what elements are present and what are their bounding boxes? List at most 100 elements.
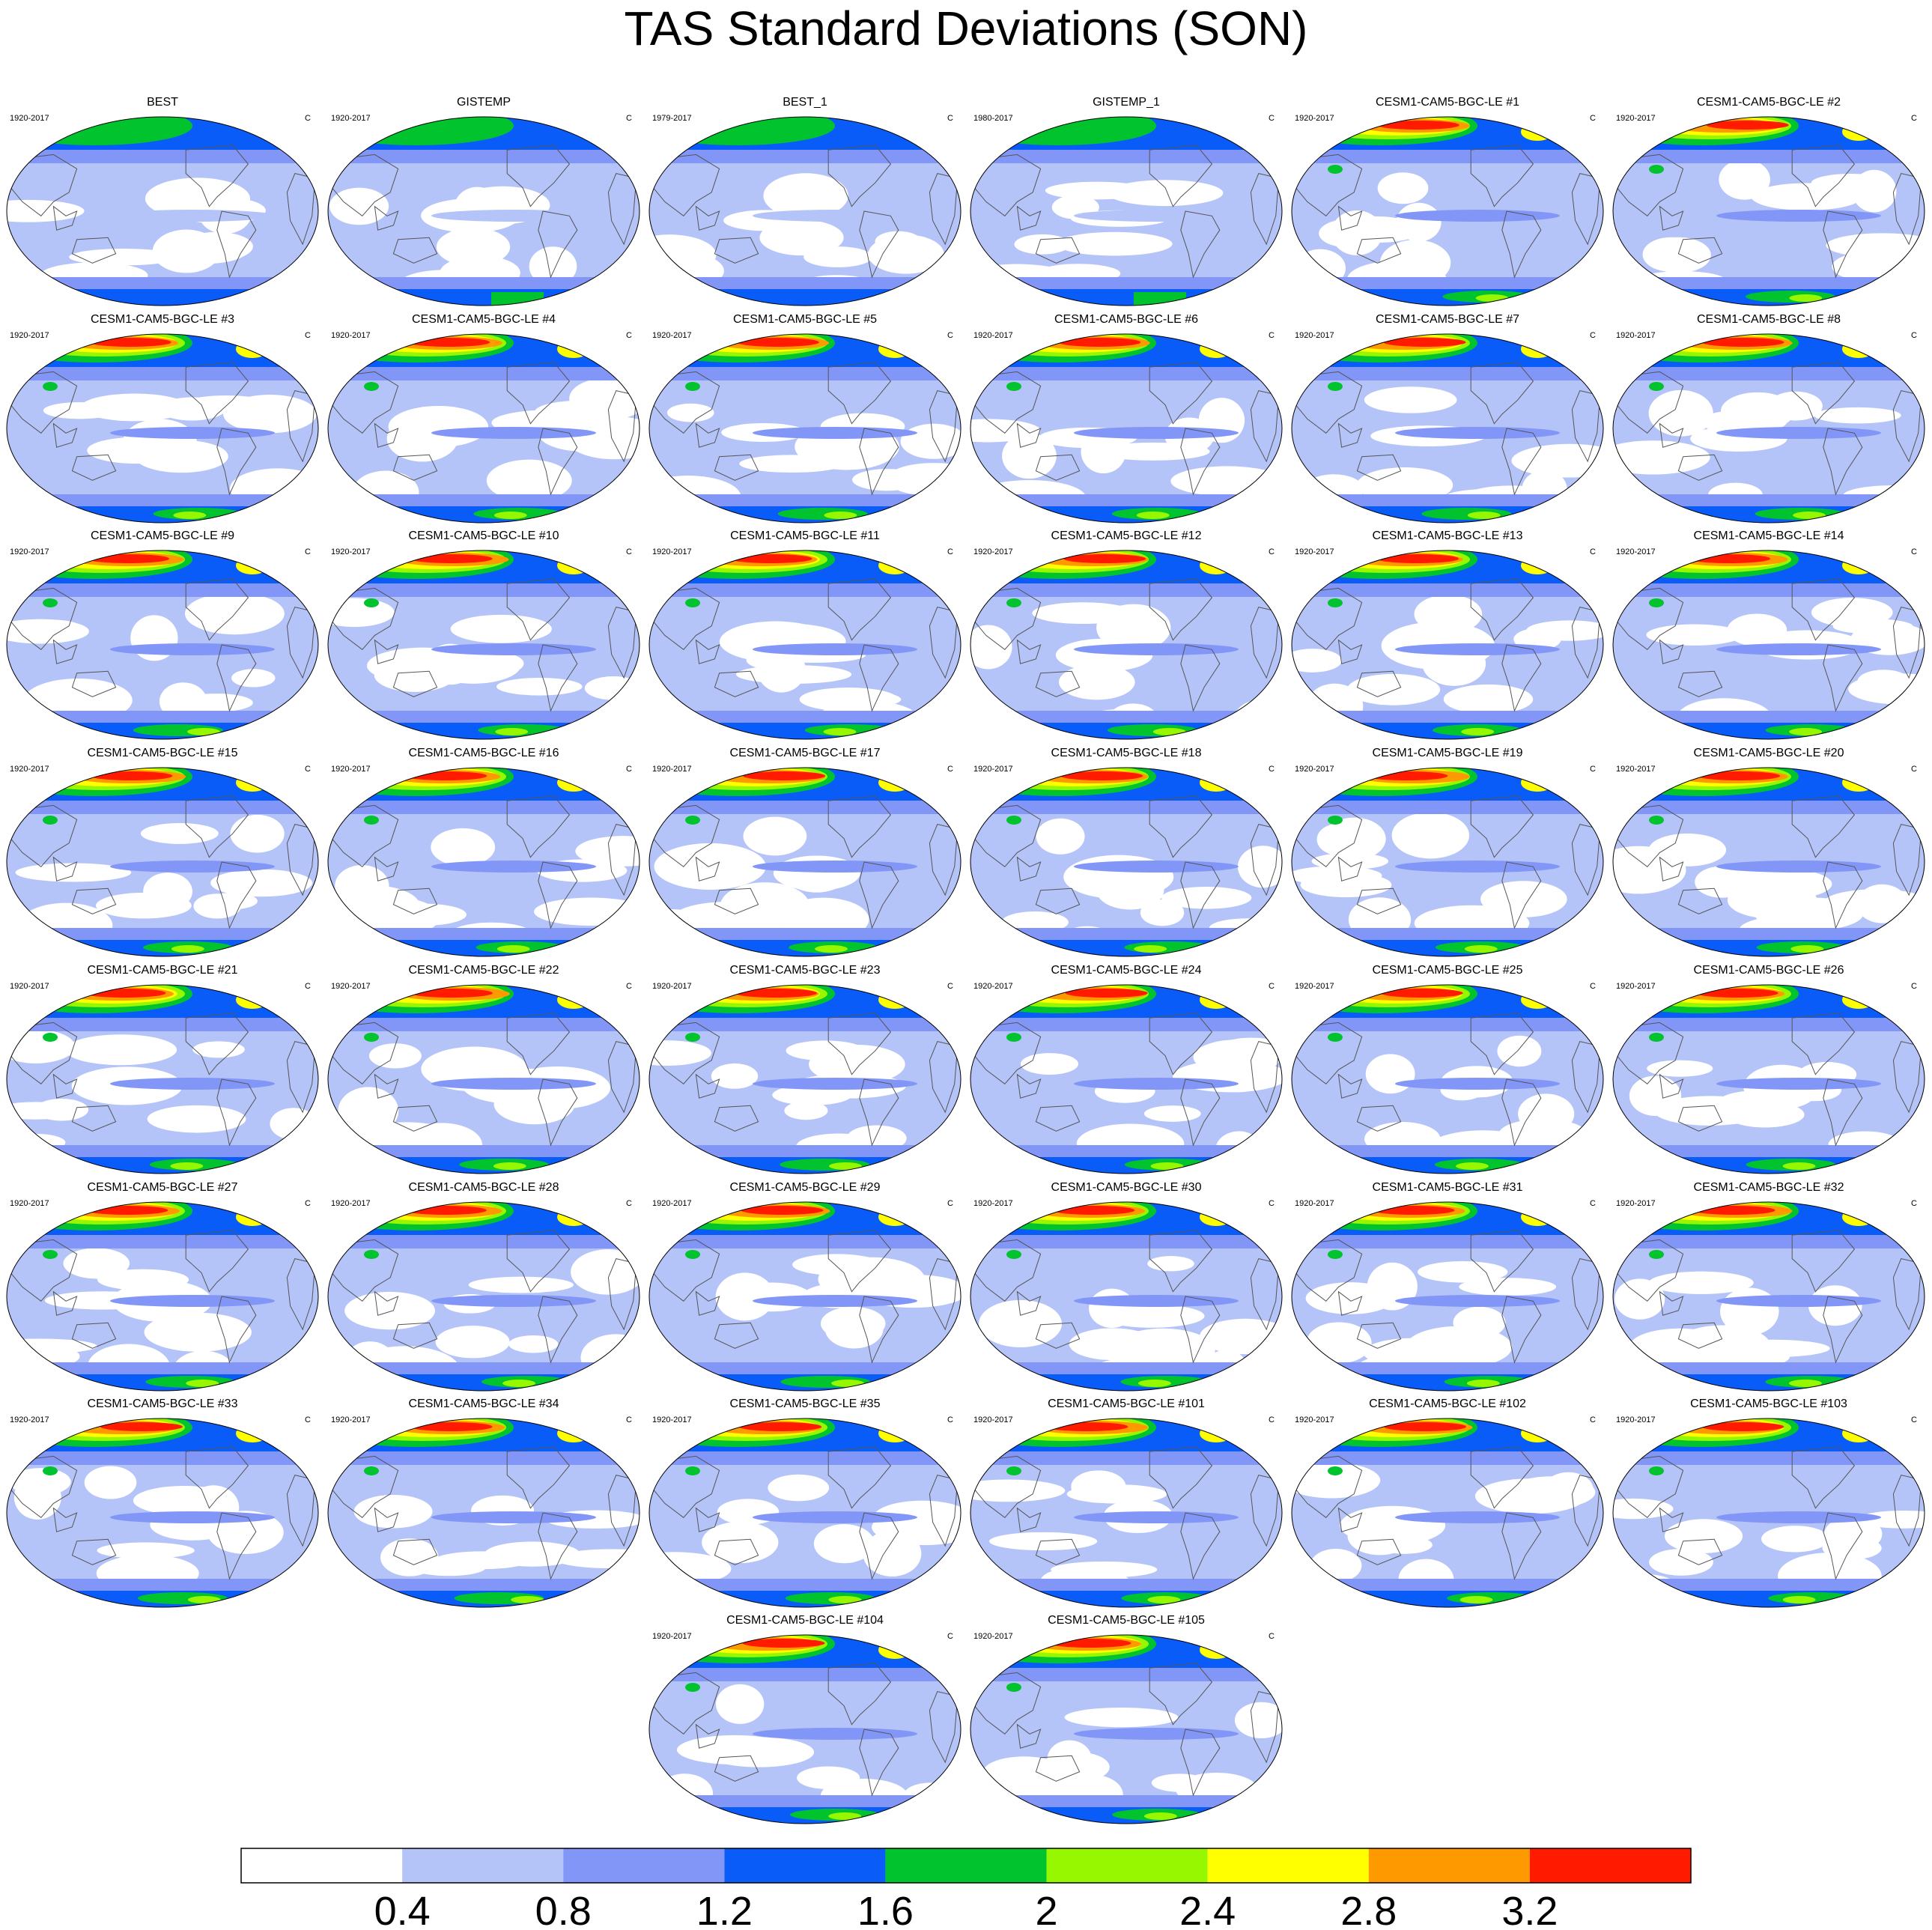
panel-period: 1920-2017 [652,547,692,556]
panel-unit: C [947,1415,953,1424]
panel-unit: C [1911,547,1917,556]
panel-period: 1920-2017 [10,547,49,556]
sd-level-above-3.2 [741,1206,824,1215]
panel-period: 1920-2017 [1616,114,1656,123]
sd-level-below-0.4 [1292,649,1342,673]
world-map [1291,1418,1604,1608]
panel-title: CESM1-CAM5-BGC-LE #32 [1693,1181,1844,1194]
map-border [1612,1201,1925,1392]
coastlines [7,362,316,496]
panel-title: CESM1-CAM5-BGC-LE #10 [408,529,559,542]
sd-level-below-0.4 [1292,866,1382,885]
panel-period: 1920-2017 [1295,1199,1334,1208]
sd-level-1.6-2 [1006,1250,1021,1259]
world-map [1612,550,1925,740]
world-map [327,984,640,1174]
map-panel: CESM1-CAM5-BGC-LE #34 1920-2017 C [323,1398,644,1615]
panel-title: CESM1-CAM5-BGC-LE #103 [1690,1398,1847,1410]
panel-unit: C [305,982,311,991]
sd-level-below-0.4 [768,1474,830,1502]
panel-period: 1920-2017 [652,1199,692,1208]
map-panel: CESM1-CAM5-BGC-LE #21 1920-2017 C [2,964,323,1181]
sd-level-below-0.4 [1331,216,1418,242]
world-map [648,984,962,1174]
world-map [327,767,640,957]
sd-level-0.8-1.2 [1716,427,1881,439]
sd-level-2-2.4 [186,1380,219,1387]
world-map [970,767,1283,957]
sd-level-above-3.2 [1701,1422,1784,1431]
panel-period: 1920-2017 [10,982,49,991]
sd-level-2-2.4 [1793,512,1826,519]
panel-unit: C [1269,114,1275,123]
map-panel: CESM1-CAM5-BGC-LE #102 1920-2017 C [1287,1398,1608,1615]
map-border [1612,984,1925,1174]
panel-period: 1920-2017 [973,1199,1013,1208]
panel-period: 1920-2017 [652,1415,692,1424]
panel-unit: C [1269,765,1275,774]
sd-level-below-0.4 [784,1101,828,1120]
panel-unit: C [626,1415,632,1424]
sd-level-below-0.4 [1507,1476,1596,1508]
sd-level-1.6-2 [685,816,700,825]
map-border [6,767,319,957]
map-border [648,333,962,524]
sd-level-1.6-2 [1328,1033,1343,1042]
map-panel: BEST 1920-2017 C [2,96,323,313]
sd-level-below-0.4 [875,231,922,252]
sd-level-below-0.4 [368,1043,422,1069]
world-map [970,984,1283,1174]
map-border [648,1418,962,1608]
sd-level-below-0.4 [468,1276,574,1293]
sd-level-below-0.4 [63,1248,130,1279]
sd-level-0.8-1.2 [1716,1078,1881,1090]
world-map [6,767,319,957]
map-panel: CESM1-CAM5-BGC-LE #32 1920-2017 C [1609,1181,1929,1398]
sd-level-1.6-2 [1649,816,1664,825]
sd-level-1.6-2 [685,598,700,607]
panel-period: 1920-2017 [973,331,1013,340]
colorbar-tick-label: 0.4 [374,1889,431,1930]
colorbar-swatch [1368,1848,1530,1883]
sd-level-below-0.4 [1646,624,1743,646]
sd-level-below-0.4 [1664,1519,1743,1553]
sd-level-1.6-2 [1649,1466,1664,1475]
sd-level-1.6-2 [43,1466,58,1475]
world-map [327,116,640,306]
map-panel: CESM1-CAM5-BGC-LE #28 1920-2017 C [323,1181,644,1398]
sd-level-below-0.4 [1096,870,1164,910]
coastlines [328,795,637,929]
map-border [970,767,1283,957]
panel-unit: C [305,114,311,123]
sd-level-0.8-1.2 [110,643,275,655]
sd-level-below-0.4 [145,177,251,219]
sd-level-below-0.4 [366,647,479,684]
sd-level-0.8-1.2 [1716,210,1881,222]
panel-unit: C [947,765,953,774]
sd-level-below-0.4 [1056,231,1173,256]
sd-level-2-2.4 [1136,512,1170,519]
sd-level-below-0.4 [508,1335,559,1353]
colorbar-tick-label: 1.6 [857,1889,914,1930]
panel-title: CESM1-CAM5-BGC-LE #25 [1372,964,1523,977]
sd-level-2-2.4 [1789,294,1823,302]
map-border [327,1418,640,1608]
sd-level-below-0.4 [970,419,1041,443]
sd-level-1.6-2 [685,1466,700,1475]
panel-period: 1920-2017 [652,331,692,340]
sd-level-0.8-1.2 [1074,1728,1239,1740]
map-border [1291,1418,1604,1608]
sd-level-1.6-2 [1006,1466,1021,1475]
sd-level-below-0.4 [1036,818,1085,855]
panel-unit: C [305,765,311,774]
sd-level-0.8-1.2 [1074,427,1239,439]
map-border [6,1201,319,1392]
panel-title: GISTEMP_1 [1093,96,1160,109]
sd-level-below-0.4 [1069,1328,1157,1361]
panel-unit: C [626,547,632,556]
sd-level-0.8-1.2 [110,427,275,439]
sd-level-2-2.4 [1466,1380,1500,1387]
sd-level-2-2.4 [1788,1380,1822,1387]
map-panel: CESM1-CAM5-BGC-LE #18 1920-2017 C [966,747,1287,964]
